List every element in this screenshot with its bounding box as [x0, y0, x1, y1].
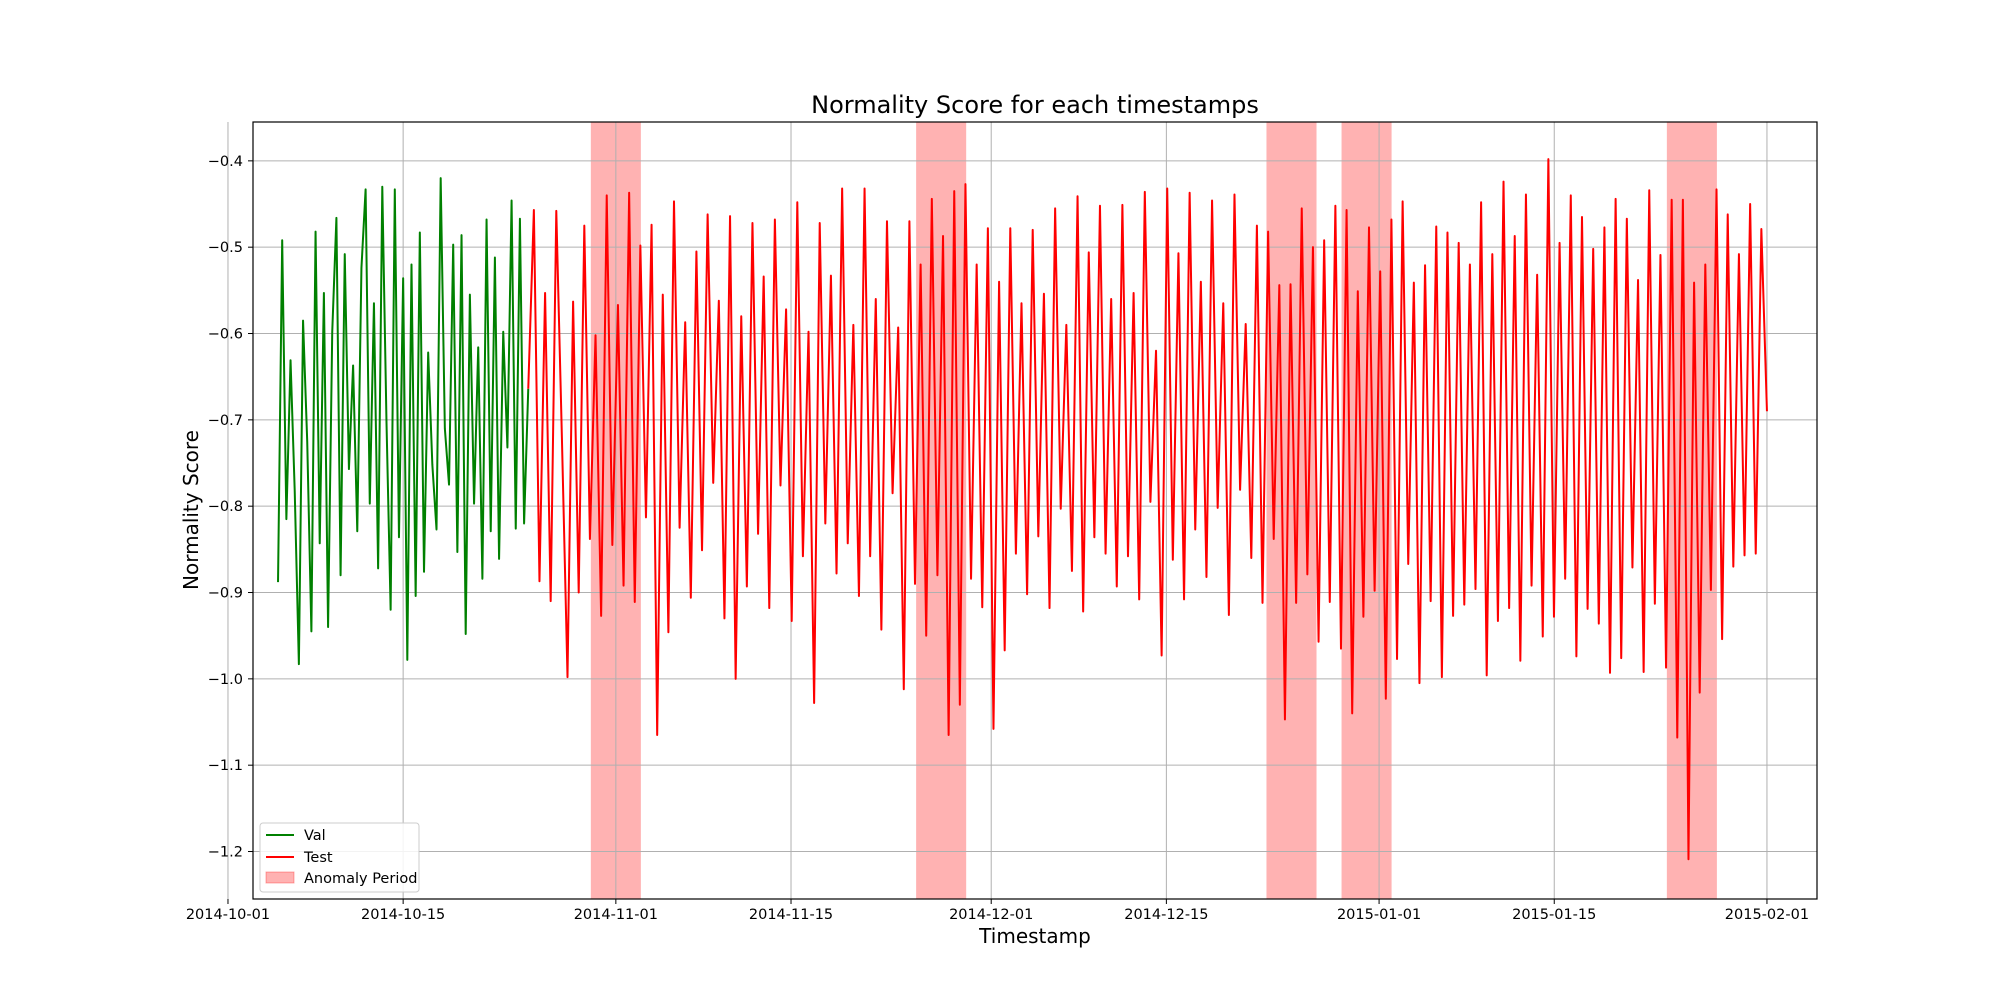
y-tick-label-2: −0.6	[208, 327, 243, 343]
x-tick-label-0: 2014-10-01	[186, 907, 270, 923]
x-tick-label-7: 2015-01-15	[1512, 907, 1596, 923]
series-val-line	[277, 177, 530, 666]
y-tick-label-0: −0.4	[208, 154, 243, 170]
series-lines	[277, 158, 1768, 861]
x-axis-ticks: 2014-10-01 2014-10-15 2014-11-01 2014-11-15…	[186, 899, 1809, 923]
y-tick-label-6: −1.0	[208, 672, 243, 688]
legend-val-label: Val	[304, 828, 326, 844]
legend: Val Test Anomaly Period	[259, 822, 420, 893]
x-tick-label-4: 2014-12-01	[949, 907, 1033, 923]
x-tick-label-8: 2015-02-01	[1725, 907, 1809, 923]
y-axis-ticks: −0.4 −0.5 −0.6 −0.7 −0.8 −0.9 −1.0 −1.1 −1.2	[208, 154, 253, 861]
y-tick-label-7: −1.1	[208, 758, 243, 774]
legend-anomaly-swatch	[265, 871, 295, 884]
y-tick-label-3: −0.7	[208, 413, 243, 429]
legend-box	[259, 822, 420, 893]
legend-anomaly-label: Anomaly Period	[304, 871, 417, 887]
x-axis-label: Timestamp	[978, 924, 1091, 948]
x-tick-label-5: 2014-12-15	[1124, 907, 1208, 923]
y-tick-label-5: −0.9	[208, 586, 243, 602]
y-tick-label-1: −0.5	[208, 240, 243, 256]
x-tick-label-3: 2014-11-15	[749, 907, 833, 923]
y-tick-label-4: −0.8	[208, 499, 243, 515]
y-axis-label: Normality Score	[179, 430, 203, 590]
x-tick-label-1: 2014-10-15	[361, 907, 445, 923]
x-tick-label-2: 2014-11-01	[574, 907, 658, 923]
y-tick-label-8: −1.2	[208, 845, 243, 861]
plot-frame	[252, 121, 1818, 900]
x-tick-label-6: 2015-01-01	[1337, 907, 1421, 923]
series-test-line	[527, 158, 1768, 861]
chart-title: Normality Score for each timestamps	[811, 91, 1259, 119]
legend-test-label: Test	[303, 850, 333, 866]
